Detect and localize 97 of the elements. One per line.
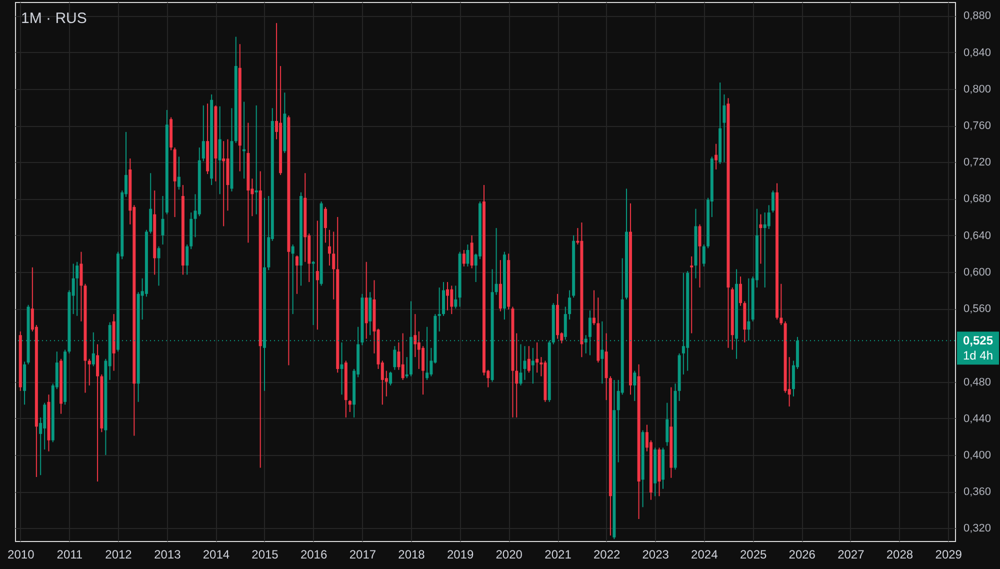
x-tick-label: 2022 (593, 548, 620, 562)
x-tick-label: 2028 (886, 548, 914, 562)
y-tick-label: 0,360 (964, 486, 992, 498)
text: 1d 4h (962, 348, 994, 363)
candlestick (527, 346, 530, 374)
candlestick (442, 282, 445, 316)
candlestick (739, 276, 742, 306)
candlestick (698, 224, 702, 288)
candlestick (389, 371, 392, 386)
x-tick-label: 2026 (788, 548, 816, 562)
candlestick (763, 212, 766, 288)
candlestick (454, 285, 458, 310)
y-tick-label: 0,480 (964, 376, 992, 388)
candlestick (466, 244, 470, 267)
x-tick-label: 2011 (56, 548, 83, 562)
candlestick (666, 402, 669, 446)
candlestick (295, 254, 298, 294)
candlestick (291, 244, 294, 315)
text: 1M · RUS (21, 10, 87, 27)
x-tick-label: 2019 (446, 548, 474, 562)
candlestick (438, 287, 441, 332)
y-tick-label: 0,560 (964, 303, 992, 316)
candlestick (96, 344, 100, 482)
y-tick-label: 0,440 (964, 412, 992, 425)
candlestick (328, 229, 331, 266)
candlestick (324, 206, 327, 244)
candlestick (714, 143, 718, 170)
candlestick (494, 228, 498, 296)
candlestick (446, 282, 450, 311)
y-tick-label: 0,720 (964, 156, 992, 169)
candlestick (348, 400, 352, 412)
candlestick (414, 314, 417, 358)
x-tick-label: 2023 (642, 548, 670, 562)
x-tick-label: 2024 (691, 548, 718, 562)
candlestick (450, 285, 454, 315)
candlestick (519, 344, 522, 386)
candlestick (88, 358, 91, 386)
x-tick-label: 2012 (105, 548, 132, 562)
candlestick (702, 244, 706, 267)
x-tick-label: 2025 (740, 548, 767, 562)
candlestick (722, 94, 726, 163)
candlestick (332, 231, 336, 300)
x-tick-label: 2016 (300, 548, 328, 562)
candlestick (157, 246, 160, 286)
candlestick (531, 347, 534, 384)
candlestick (80, 251, 83, 322)
x-tick-label: 2021 (544, 548, 572, 562)
x-tick-label: 2014 (202, 548, 230, 562)
candlestick (177, 156, 180, 190)
x-tick-label: 2027 (838, 548, 865, 562)
x-tick-label: 2018 (398, 548, 426, 562)
candlestick (633, 370, 636, 402)
y-tick-label: 0,400 (964, 449, 992, 462)
candlestick (202, 104, 205, 162)
x-tick-label: 2017 (349, 548, 376, 562)
candlestick (462, 249, 466, 267)
x-tick-label: 2010 (8, 548, 35, 562)
candlestick (368, 292, 372, 336)
candlestick (149, 172, 152, 234)
candlestick (759, 214, 762, 264)
candlestick (523, 346, 526, 380)
y-tick-label: 0,800 (964, 83, 992, 96)
x-tick-label: 2020 (496, 548, 523, 562)
x-tick-label: 2015 (252, 548, 279, 562)
candlestick (422, 346, 425, 396)
y-tick-label: 0,640 (964, 230, 992, 242)
candlestick (401, 332, 404, 380)
candlestick (316, 220, 319, 330)
candlestick (772, 190, 775, 213)
candlestick (536, 342, 539, 374)
candlestick (218, 106, 222, 195)
candlestick (405, 356, 408, 379)
candlestick (470, 234, 474, 269)
candlestick (515, 332, 518, 418)
candlestick (186, 244, 189, 276)
candlestick (592, 290, 596, 326)
candlestick (43, 402, 46, 450)
x-tick-label: 2013 (154, 548, 182, 562)
y-tick-label: 0,880 (964, 10, 992, 22)
candlestick (780, 283, 783, 326)
y-tick-label: 0,320 (964, 522, 992, 535)
y-tick-label: 0,760 (964, 120, 992, 132)
candlestick (767, 204, 770, 230)
candlestick (254, 104, 258, 215)
candlestick (690, 256, 694, 334)
ref-line-label: 0,525 (962, 334, 994, 348)
y-tick-label: 0,680 (964, 193, 992, 206)
candlestick (161, 196, 164, 246)
candlestick (393, 346, 396, 370)
candlestick (564, 306, 567, 340)
y-tick-label: 0,840 (964, 46, 992, 59)
candlestick (76, 261, 79, 316)
x-tick-label: 2029 (935, 548, 962, 562)
candlestick (417, 330, 420, 370)
y-tick-label: 0,600 (964, 266, 992, 278)
candlestick (568, 290, 572, 320)
candlestick (222, 140, 226, 227)
